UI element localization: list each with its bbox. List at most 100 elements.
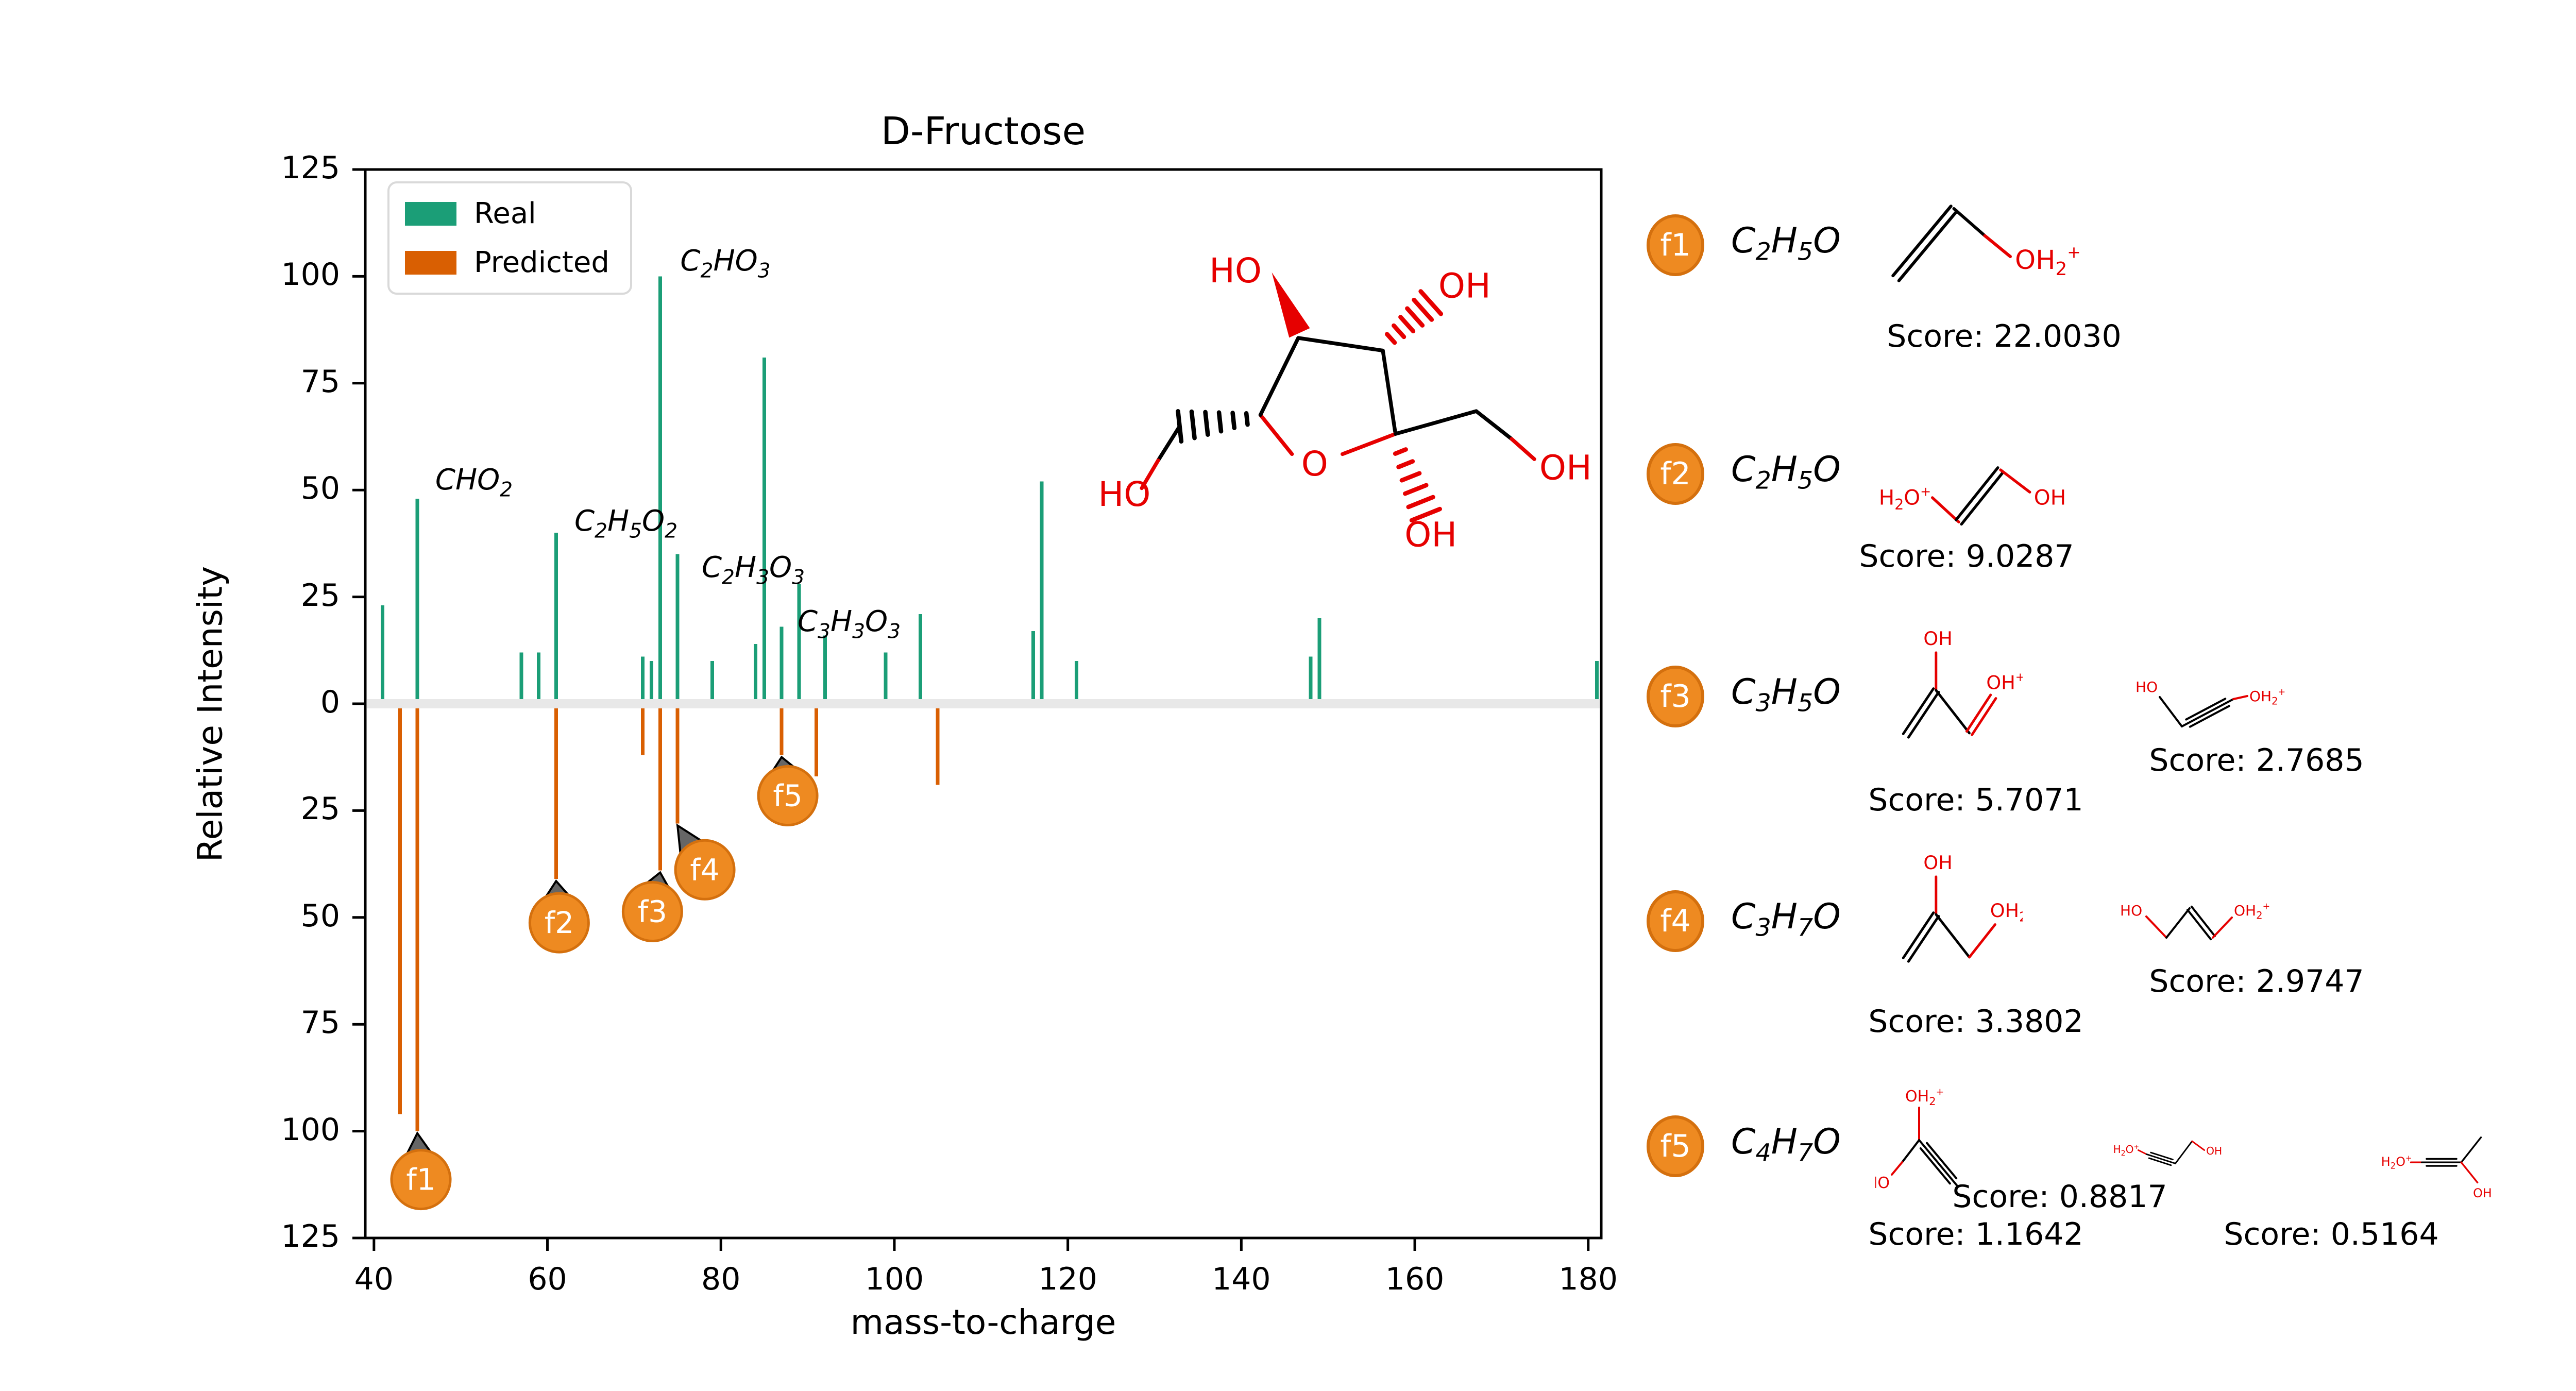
y-tick-label: 25 <box>300 577 340 614</box>
marker-label: f2 <box>545 905 574 940</box>
real-peak <box>762 358 766 699</box>
molecule-ring-o-label: O <box>1301 444 1328 484</box>
fragment-formula-f1: C2H5O <box>1731 220 1841 266</box>
fragment-badge-f5: f5 <box>1647 1115 1704 1177</box>
legend-item-predicted: Predicted <box>405 246 609 279</box>
struct-label: OH2+ <box>1905 1087 1944 1108</box>
fragment-score-f3-1: Score: 5.7071 <box>1868 782 2083 818</box>
real-peak <box>884 652 888 699</box>
predicted-peak <box>398 708 402 1114</box>
y-axis-label: Relative Intensity <box>190 566 230 862</box>
bond <box>2460 1161 2479 1183</box>
bond <box>2185 698 2227 721</box>
fragment-formula-f4: C3H7O <box>1731 896 1841 942</box>
real-peak <box>641 656 645 699</box>
bond <box>1244 411 1250 427</box>
y-tick-label: 50 <box>300 470 340 507</box>
struct-label: HO <box>2136 678 2158 696</box>
y-tick-label: 0 <box>320 684 340 720</box>
fragment-badge-f3: f3 <box>1647 666 1704 727</box>
bond <box>1296 336 1385 353</box>
struct-label: OH2+ <box>2234 902 2270 921</box>
y-tick-label: 75 <box>300 1005 340 1041</box>
marker-label: f4 <box>690 852 719 887</box>
fragment-score-f4-1: Score: 3.3802 <box>1868 1004 2083 1040</box>
predicted-peak <box>779 708 784 755</box>
bond <box>1393 409 1479 436</box>
bond <box>1230 411 1237 430</box>
bond <box>2460 1136 2482 1163</box>
struct-label: OH2+ <box>2249 687 2285 707</box>
marker-label: f3 <box>638 894 667 929</box>
bond <box>1216 410 1224 434</box>
bond <box>2137 1149 2147 1155</box>
legend-item-real: Real <box>405 197 609 230</box>
bond <box>2212 917 2233 939</box>
bond <box>1258 336 1300 417</box>
real-peak <box>1040 481 1044 699</box>
bond <box>1189 409 1197 440</box>
real-peak <box>1074 661 1078 699</box>
predicted-color-swatch <box>405 250 456 275</box>
bond <box>1931 496 1960 523</box>
struct-label: H2O+ <box>1879 484 1931 513</box>
fragment-score-f2-1: Score: 9.0287 <box>1859 538 2074 574</box>
bond <box>2189 705 2230 728</box>
bond <box>1406 495 1435 510</box>
bond <box>1399 471 1422 483</box>
molecule-ho-label: HO <box>1209 251 1262 291</box>
bond <box>1381 348 1398 436</box>
marker-circle <box>757 765 819 827</box>
bond <box>1907 914 1940 963</box>
real-peak <box>779 626 784 699</box>
bond <box>1919 1147 1951 1185</box>
molecule-oh-label: OH <box>1404 515 1457 554</box>
legend-label-real: Real <box>474 197 536 230</box>
bond <box>1409 506 1442 523</box>
bond <box>1955 466 1999 521</box>
predicted-peak <box>554 708 558 879</box>
real-peak <box>823 635 827 699</box>
bond <box>1405 306 1425 328</box>
peak-annotation: C2HO3 <box>680 244 770 282</box>
bond <box>1983 234 2012 258</box>
bond <box>1902 911 1935 959</box>
struct-label: OH <box>2034 485 2066 510</box>
bond <box>2187 909 2212 941</box>
predicted-peak <box>415 708 419 1131</box>
bond <box>1341 432 1398 456</box>
real-color-swatch <box>405 201 456 226</box>
x-tick-label: 100 <box>865 1261 924 1297</box>
bond <box>1393 447 1408 456</box>
bond <box>2232 695 2248 700</box>
struct-label: H2O+ <box>2113 1143 2139 1158</box>
bond <box>1935 913 1971 959</box>
bond <box>2190 905 2216 937</box>
real-peak <box>1317 618 1321 699</box>
bond <box>1403 483 1429 496</box>
marker-label: f5 <box>773 778 802 813</box>
molecule-inset-fructose: HO OH O HO OH OH <box>1098 251 1591 554</box>
bond <box>1384 332 1397 345</box>
peak-annotation: CHO2 <box>435 463 513 501</box>
fragment-structure-f5s3: H2O+ OH <box>2381 1136 2492 1200</box>
bond <box>1971 697 1997 736</box>
struct-label: H2O+ <box>2381 1154 2412 1171</box>
fragment-structure-f1s1: OH2+ <box>1891 205 2081 282</box>
real-peak <box>918 614 922 699</box>
legend-label-predicted: Predicted <box>474 246 609 279</box>
bond <box>1968 923 1996 959</box>
fragment-score-f3-2: Score: 2.7685 <box>2149 742 2364 778</box>
molecule-ho-label: HO <box>1098 474 1150 514</box>
fragment-score-f5-2: Score: 0.8817 <box>1952 1179 2167 1215</box>
bond <box>1140 458 1160 490</box>
struct-label: OH <box>1923 627 1952 650</box>
bond <box>1891 1161 1903 1176</box>
bond <box>1902 687 1935 735</box>
fragment-marker-f2: f2 <box>528 879 590 954</box>
real-peak <box>1309 656 1313 699</box>
bond <box>1999 468 2031 494</box>
bond <box>1396 459 1415 469</box>
